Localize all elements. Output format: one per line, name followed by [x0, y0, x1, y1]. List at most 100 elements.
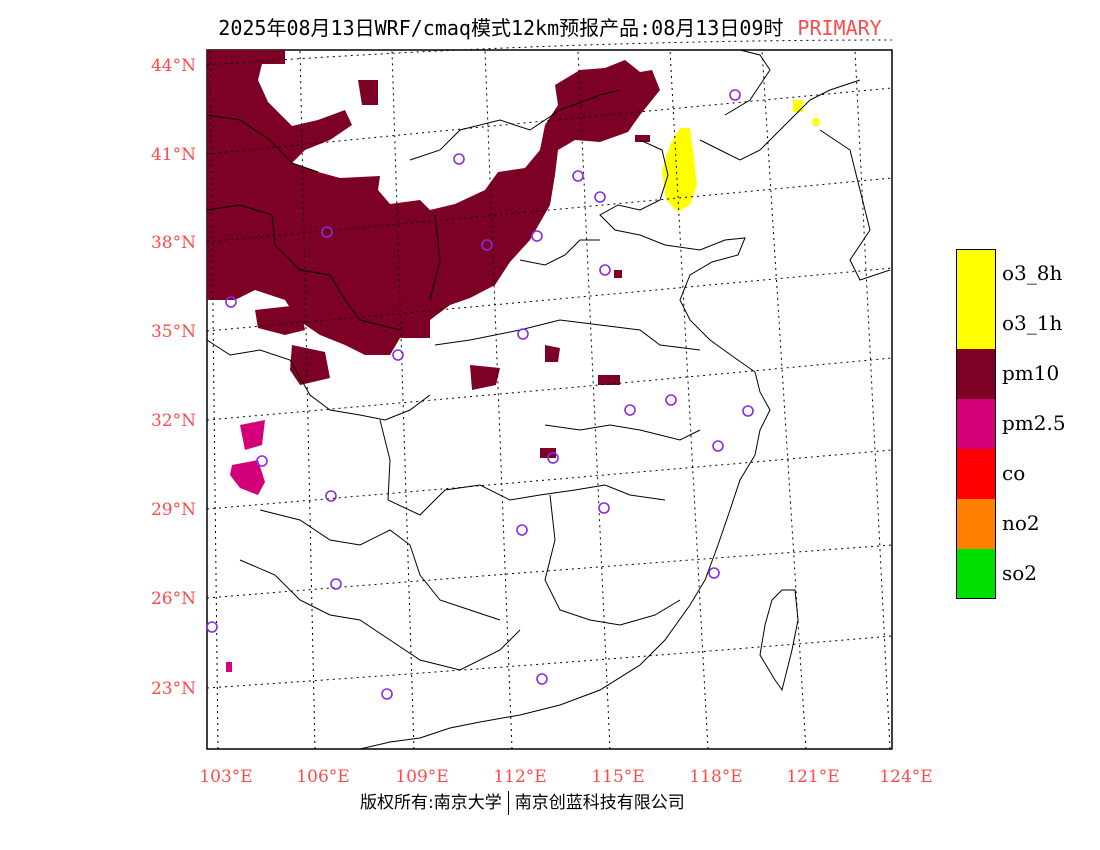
legend-label: no2: [1002, 511, 1040, 535]
station-marker: [225, 296, 237, 308]
station-marker: [594, 191, 606, 203]
meridian-103: [209, 49, 219, 750]
legend-label: so2: [1002, 561, 1038, 585]
legend-label: co: [1002, 461, 1026, 485]
meridian-106: [299, 49, 316, 750]
lon-label: 115°E: [591, 767, 644, 787]
boundary: [544, 424, 701, 441]
station-marker: [572, 170, 584, 182]
legend-swatch: [956, 449, 996, 499]
station-marker: [712, 440, 724, 452]
pm10-patch: [635, 135, 650, 142]
boundary: [239, 559, 521, 671]
boundary: [544, 494, 681, 626]
legend-label: o3_8h: [1002, 261, 1063, 285]
station-marker: [729, 89, 741, 101]
pm25-patch: [226, 662, 232, 672]
lon-label: 109°E: [395, 767, 448, 787]
parallel-29: [206, 449, 893, 510]
lat-label: 35°N: [151, 322, 196, 342]
graticule: [206, 39, 893, 750]
meridian-115: [577, 49, 611, 750]
legend-label: o3_1h: [1002, 311, 1063, 335]
boundary: [206, 114, 319, 173]
legend-swatch: [956, 549, 996, 599]
parallel-26: [206, 544, 893, 599]
boundary: [724, 49, 771, 116]
station-marker: [481, 239, 493, 251]
lat-label: 44°N: [151, 56, 196, 76]
station-marker: [599, 264, 611, 276]
parallel-23: [206, 635, 893, 689]
meridian-112: [484, 49, 513, 750]
lon-label: 112°E: [493, 767, 546, 787]
pm10-patch: [614, 270, 622, 278]
lon-label: 103°E: [199, 767, 252, 787]
boundary: [434, 319, 701, 351]
pm25-region: [230, 460, 265, 495]
station-marker: [742, 405, 754, 417]
lon-label: 124°E: [879, 767, 932, 787]
copyright-right: 南京创蓝科技有限公司: [514, 793, 685, 813]
legend-swatch: [956, 299, 996, 349]
station-marker: [256, 455, 268, 467]
station-marker: [453, 153, 465, 165]
boundary: [409, 89, 621, 161]
title-text: 2025年08月13日WRF/cmaq模式12km预报产品:08月13日09时: [218, 16, 784, 40]
meridian-118: [669, 49, 709, 750]
lat-labels: 44°N 41°N 38°N 35°N 32°N 29°N 26°N 23°N: [151, 56, 196, 699]
lat-label: 23°N: [151, 679, 196, 699]
o3-region: [662, 128, 697, 212]
copyright-footer: 版权所有:南京大学 南京创蓝科技有限公司: [360, 788, 685, 815]
copyright-left: 版权所有:南京大学: [360, 793, 502, 813]
lon-label: 106°E: [296, 767, 349, 787]
coastline: [359, 139, 771, 750]
meridian-124: [854, 49, 891, 750]
station-marker: [708, 567, 720, 579]
pm10-patch: [598, 375, 620, 385]
parallel-35: [206, 267, 893, 332]
pm10-patch: [470, 365, 500, 390]
lat-label: 32°N: [151, 411, 196, 431]
pollution-layer: [207, 50, 819, 672]
title-tag: PRIMARY: [797, 16, 882, 40]
station-marker: [531, 230, 543, 242]
station-marker: [665, 394, 677, 406]
boundary: [206, 204, 401, 331]
boundary: [206, 339, 431, 421]
pm10-patch: [540, 448, 556, 458]
footer-divider: [507, 791, 509, 815]
station-marker: [392, 349, 404, 361]
boundary: [259, 509, 501, 621]
station-markers: [206, 89, 754, 700]
station-marker: [517, 328, 529, 340]
parallel-41: [206, 87, 893, 155]
boundary: [519, 239, 600, 266]
pm10-patch: [290, 345, 330, 385]
legend-swatch: [956, 399, 996, 449]
legend-label: pm10: [1002, 361, 1060, 385]
station-marker: [206, 621, 218, 633]
pm10-patch: [358, 80, 378, 105]
lat-label: 29°N: [151, 500, 196, 520]
o3-patch: [813, 118, 819, 126]
boundary: [429, 214, 441, 301]
meridian-121: [761, 49, 807, 750]
legend-swatch: [956, 499, 996, 549]
coastline-northeast: [699, 79, 861, 161]
lat-label: 41°N: [151, 145, 196, 165]
station-marker: [547, 452, 559, 464]
station-marker: [330, 578, 342, 590]
pm10-patch: [255, 305, 305, 335]
o3-patch: [793, 100, 803, 112]
lat-label: 26°N: [151, 589, 196, 609]
lon-label: 118°E: [689, 767, 742, 787]
lat-label: 38°N: [151, 233, 196, 253]
station-marker: [325, 490, 337, 502]
pm25-region: [240, 420, 265, 450]
legend-swatch: [956, 349, 996, 399]
boundary: [819, 129, 891, 281]
lon-label: 121°E: [786, 767, 839, 787]
legend-label: pm2.5: [1002, 411, 1066, 435]
